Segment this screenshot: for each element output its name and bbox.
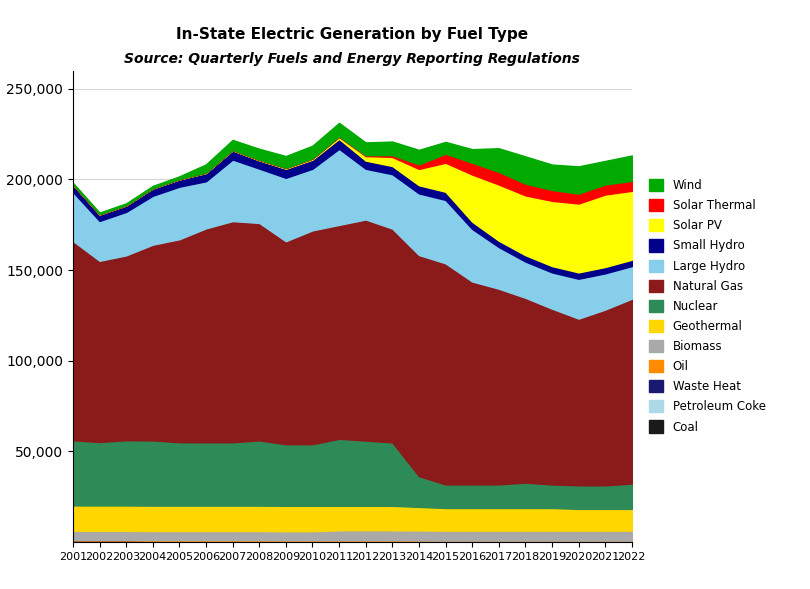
Legend: Wind, Solar Thermal, Solar PV, Small Hydro, Large Hydro, Natural Gas, Nuclear, G: Wind, Solar Thermal, Solar PV, Small Hyd… [643, 173, 772, 439]
Text: Source: Quarterly Fuels and Energy Reporting Regulations: Source: Quarterly Fuels and Energy Repor… [125, 52, 580, 66]
Text: In-State Electric Generation by Fuel Type: In-State Electric Generation by Fuel Typ… [177, 28, 528, 42]
